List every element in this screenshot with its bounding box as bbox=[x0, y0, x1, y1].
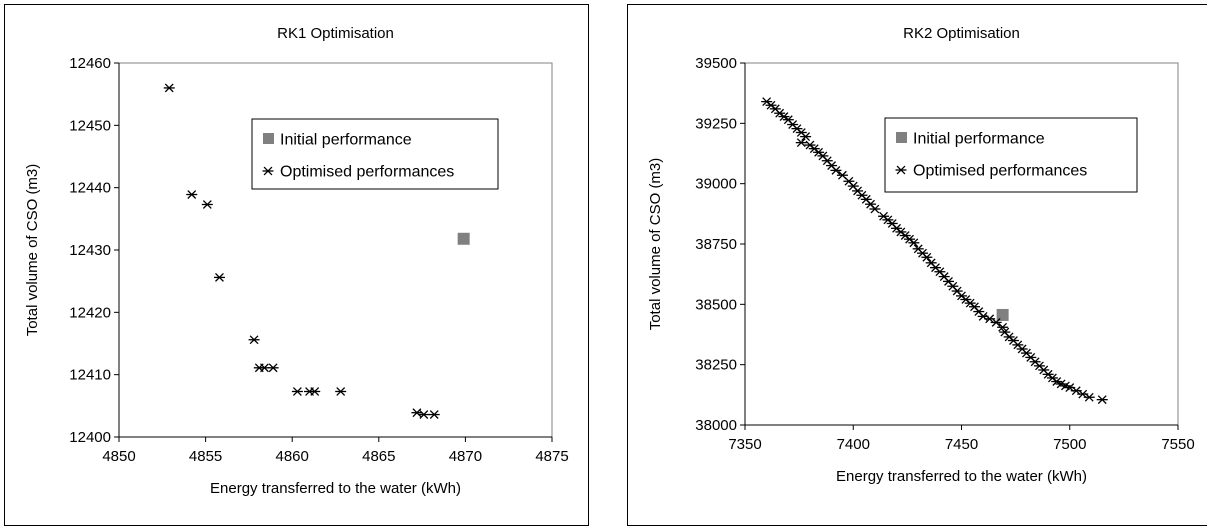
legend-asterisk-icon bbox=[262, 166, 274, 176]
legend-box bbox=[884, 117, 1138, 193]
rk1-chart: RK1 Optimisation 12400 12410 12420 12430 1244… bbox=[24, 25, 569, 497]
y-axis-label: Total volume of CSO (m3) bbox=[24, 164, 41, 337]
legend-label: Initial performance bbox=[913, 131, 1045, 148]
legend-label: Optimised performances bbox=[280, 164, 454, 181]
legend-asterisk-icon bbox=[895, 165, 907, 175]
chart-title: RK1 Optimisation bbox=[277, 25, 394, 42]
optimised-point-marker bbox=[951, 286, 963, 296]
x-axis-label: Energy transferred to the water (kWh) bbox=[836, 468, 1087, 485]
optimised-point-marker bbox=[411, 408, 423, 418]
optimised-point-marker bbox=[938, 272, 950, 281]
y-tick-label: 39250 bbox=[695, 115, 737, 132]
y-axis-label: Total volume of CSO (m3) bbox=[647, 158, 664, 331]
optimised-point-marker bbox=[186, 190, 198, 199]
y-tick-label: 38000 bbox=[695, 417, 737, 434]
rk1-chart-panel: RK1 Optimisation 12400 12410 12420 12430 1244… bbox=[4, 4, 589, 526]
optimised-point-marker bbox=[335, 387, 347, 396]
rk2-chart: RK2 Optimisation 38000 38250 38500 38750 3900… bbox=[647, 25, 1195, 485]
rk2-chart-panel: RK2 Optimisation 38000 38250 38500 38750 3900… bbox=[627, 4, 1207, 526]
optimised-point-marker bbox=[947, 281, 959, 291]
optimised-point-marker bbox=[1055, 379, 1067, 389]
y-tick-label: 39500 bbox=[695, 55, 737, 72]
x-tick-label: 7350 bbox=[728, 436, 761, 453]
optimised-point-marker bbox=[869, 204, 881, 214]
optimised-point-marker bbox=[908, 238, 920, 248]
optimised-point-marker bbox=[213, 273, 225, 282]
optimised-point-marker bbox=[291, 387, 303, 396]
optimised-point-marker bbox=[852, 186, 864, 196]
optimised-point-marker bbox=[912, 244, 924, 254]
optimised-point-marker bbox=[826, 161, 838, 170]
optimised-point-marker bbox=[428, 410, 440, 419]
optimised-point-marker bbox=[795, 138, 807, 148]
optimised-point-marker bbox=[925, 258, 937, 268]
optimised-point-marker bbox=[163, 83, 175, 93]
optimised-point-marker bbox=[847, 181, 859, 191]
x-tick-label: 4865 bbox=[362, 448, 395, 465]
legend-label: Initial performance bbox=[280, 132, 412, 149]
initial-point-marker bbox=[457, 232, 470, 245]
legend-square-icon bbox=[896, 132, 907, 143]
x-axis-label: Energy transferred to the water (kWh) bbox=[210, 480, 461, 497]
x-tick-label: 7400 bbox=[837, 436, 870, 453]
y-tick-label: 12450 bbox=[69, 117, 111, 134]
x-tick-label: 4855 bbox=[189, 448, 222, 465]
y-tick-label: 12430 bbox=[69, 242, 111, 259]
y-tick-label: 12410 bbox=[69, 367, 111, 384]
optimised-point-marker bbox=[1025, 353, 1037, 362]
y-tick-label: 12400 bbox=[69, 429, 111, 446]
optimised-point-marker bbox=[309, 387, 321, 396]
optimised-point-marker bbox=[800, 132, 812, 142]
plot-area bbox=[744, 62, 1179, 426]
legend-square-icon bbox=[263, 133, 274, 144]
chart-title: RK2 Optimisation bbox=[903, 25, 1020, 42]
legend-label: Optimised performances bbox=[913, 163, 1087, 180]
optimised-point-marker bbox=[997, 322, 1009, 332]
optimised-point-marker bbox=[921, 252, 933, 262]
optimised-point-marker bbox=[201, 200, 213, 209]
optimised-point-marker bbox=[248, 335, 260, 345]
x-tick-label: 4870 bbox=[449, 448, 482, 465]
optimised-point-marker bbox=[865, 199, 877, 209]
optimised-point-marker bbox=[418, 410, 430, 419]
y-tick-label: 38250 bbox=[695, 357, 737, 374]
optimised-point-marker bbox=[830, 165, 842, 175]
optimised-point-marker bbox=[1083, 392, 1095, 402]
initial-point-marker bbox=[996, 308, 1009, 321]
optimised-point-marker bbox=[943, 276, 955, 286]
y-tick-label: 12460 bbox=[69, 55, 111, 72]
x-tick-label: 7550 bbox=[1161, 436, 1194, 453]
optimised-point-marker bbox=[774, 108, 786, 118]
x-tick-label: 4875 bbox=[535, 448, 568, 465]
legend-box bbox=[251, 118, 499, 190]
y-tick-label: 38750 bbox=[695, 236, 737, 253]
x-tick-label: 4860 bbox=[276, 448, 309, 465]
optimised-point-marker bbox=[990, 318, 1002, 327]
optimised-point-marker bbox=[267, 363, 279, 373]
y-tick-label: 12440 bbox=[69, 180, 111, 197]
y-tick-label: 39000 bbox=[695, 176, 737, 193]
optimised-point-marker bbox=[1096, 395, 1108, 405]
optimised-point-marker bbox=[821, 156, 833, 166]
optimised-point-marker bbox=[973, 307, 985, 316]
y-tick-label: 12420 bbox=[69, 304, 111, 321]
x-tick-label: 7450 bbox=[945, 436, 978, 453]
x-tick-label: 4850 bbox=[102, 448, 135, 465]
y-tick-label: 38500 bbox=[695, 296, 737, 313]
x-tick-label: 7500 bbox=[1053, 436, 1086, 453]
